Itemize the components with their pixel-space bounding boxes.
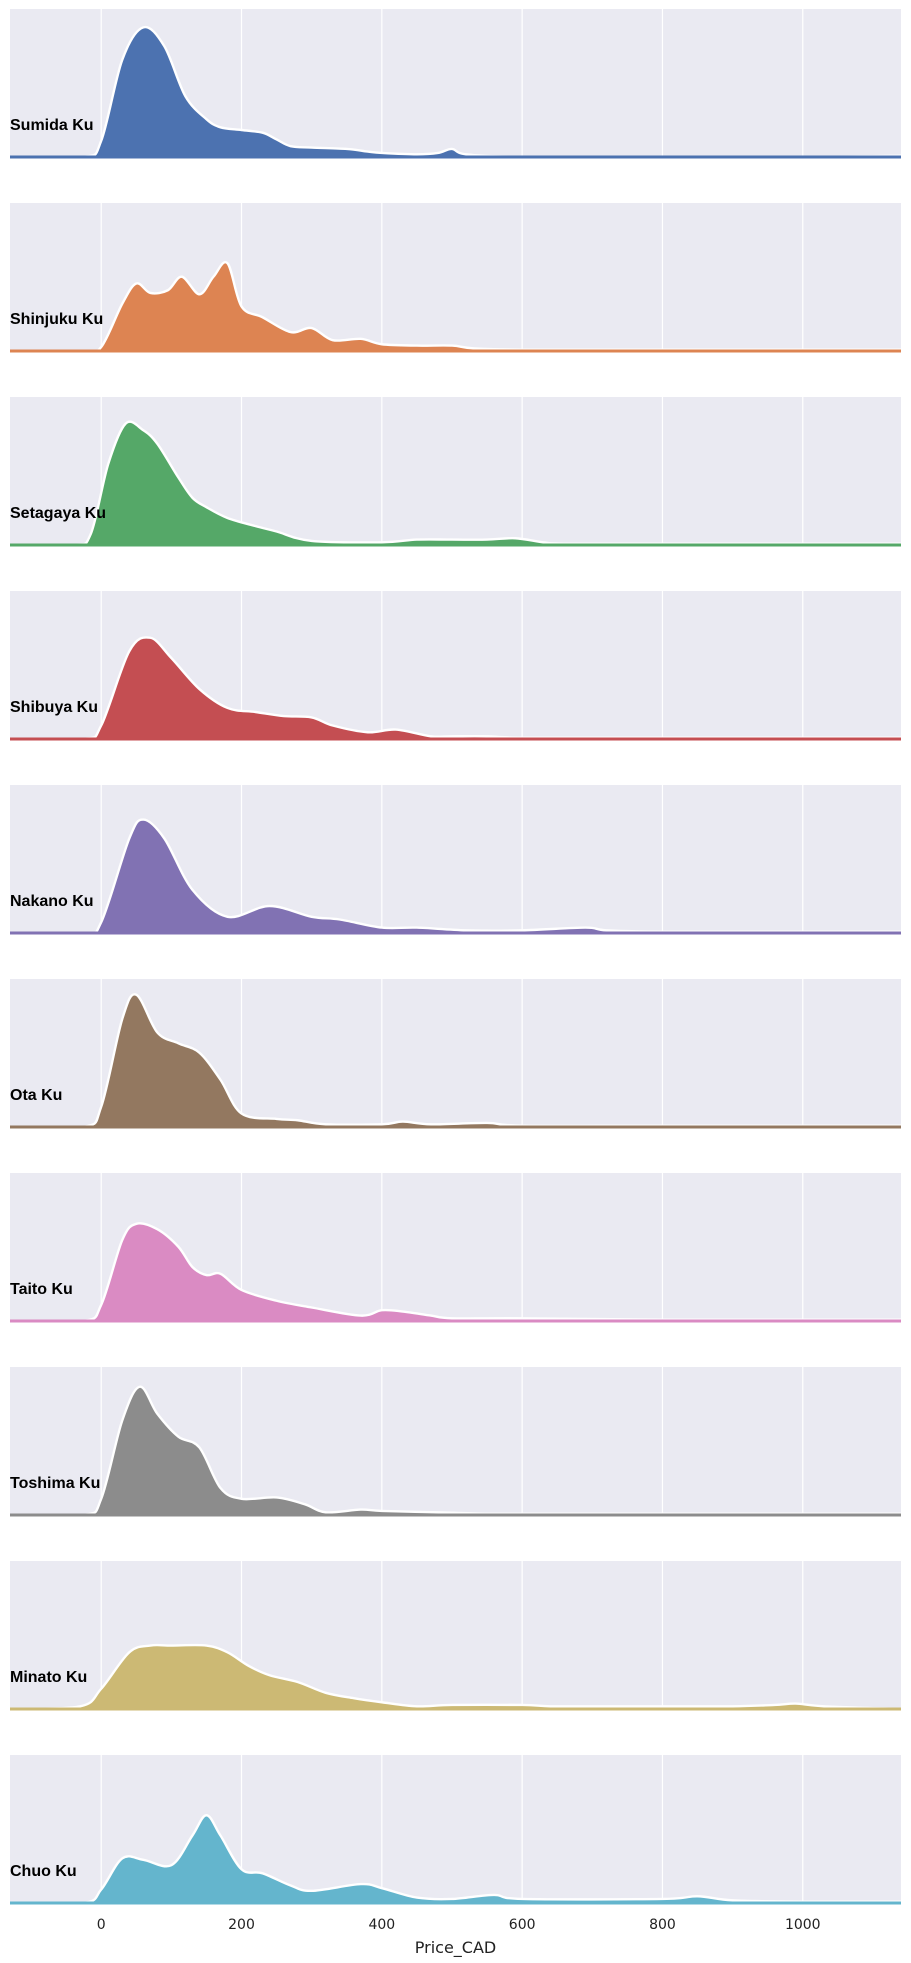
facet-toshima-ku: Toshima Ku (9, 1367, 901, 1518)
x-tick-label: 800 (649, 1917, 676, 1933)
density-outline (9, 818, 901, 935)
facet-shibuya-ku: Shibuya Ku (9, 591, 901, 742)
density-area (10, 262, 901, 352)
density-area (10, 1223, 901, 1323)
series-label: Minato Ku (10, 1669, 87, 1686)
x-tick-label: 0 (97, 1917, 106, 1933)
facet-chuo-ku: Chuo Ku (9, 1755, 902, 1906)
facets-layer: Sumida Ku Shinjuku Ku Setagaya Ku Shibuya K… (9, 9, 902, 1906)
series-label: Nakano Ku (10, 893, 94, 910)
density-outline (9, 1814, 902, 1906)
density-outline (9, 1643, 902, 1711)
series-label: Shibuya Ku (10, 699, 98, 716)
series-label: Chuo Ku (10, 1863, 77, 1880)
density-area (10, 421, 901, 546)
series-label: Setagaya Ku (10, 505, 106, 522)
x-axis: 0 200 400 600 800 1000 (97, 1917, 821, 1933)
x-tick-label: 400 (368, 1917, 395, 1933)
density-area (10, 637, 901, 740)
series-label: Shinjuku Ku (10, 311, 103, 328)
x-tick-label: 600 (509, 1917, 536, 1933)
facet-setagaya-ku: Setagaya Ku (9, 397, 901, 547)
facet-nakano-ku: Nakano Ku (9, 785, 901, 935)
series-label: Taito Ku (10, 1281, 73, 1298)
density-area (10, 1645, 901, 1709)
facet-shinjuku-ku: Shinjuku Ku (9, 203, 901, 353)
series-label: Sumida Ku (10, 117, 94, 134)
series-label: Toshima Ku (10, 1475, 100, 1492)
facet-sumida-ku: Sumida Ku (9, 9, 902, 160)
density-area (10, 1815, 901, 1904)
x-tick-label: 200 (228, 1917, 255, 1933)
density-outline (9, 1222, 901, 1324)
x-axis-title: Price_CAD (415, 1938, 496, 1958)
x-tick-label: 1000 (785, 1917, 821, 1933)
density-area (10, 1386, 901, 1517)
facet-minato-ku: Minato Ku (9, 1561, 902, 1711)
facet-ota-ku: Ota Ku (9, 979, 901, 1130)
series-label: Ota Ku (10, 1087, 62, 1104)
facet-taito-ku: Taito Ku (9, 1173, 901, 1324)
